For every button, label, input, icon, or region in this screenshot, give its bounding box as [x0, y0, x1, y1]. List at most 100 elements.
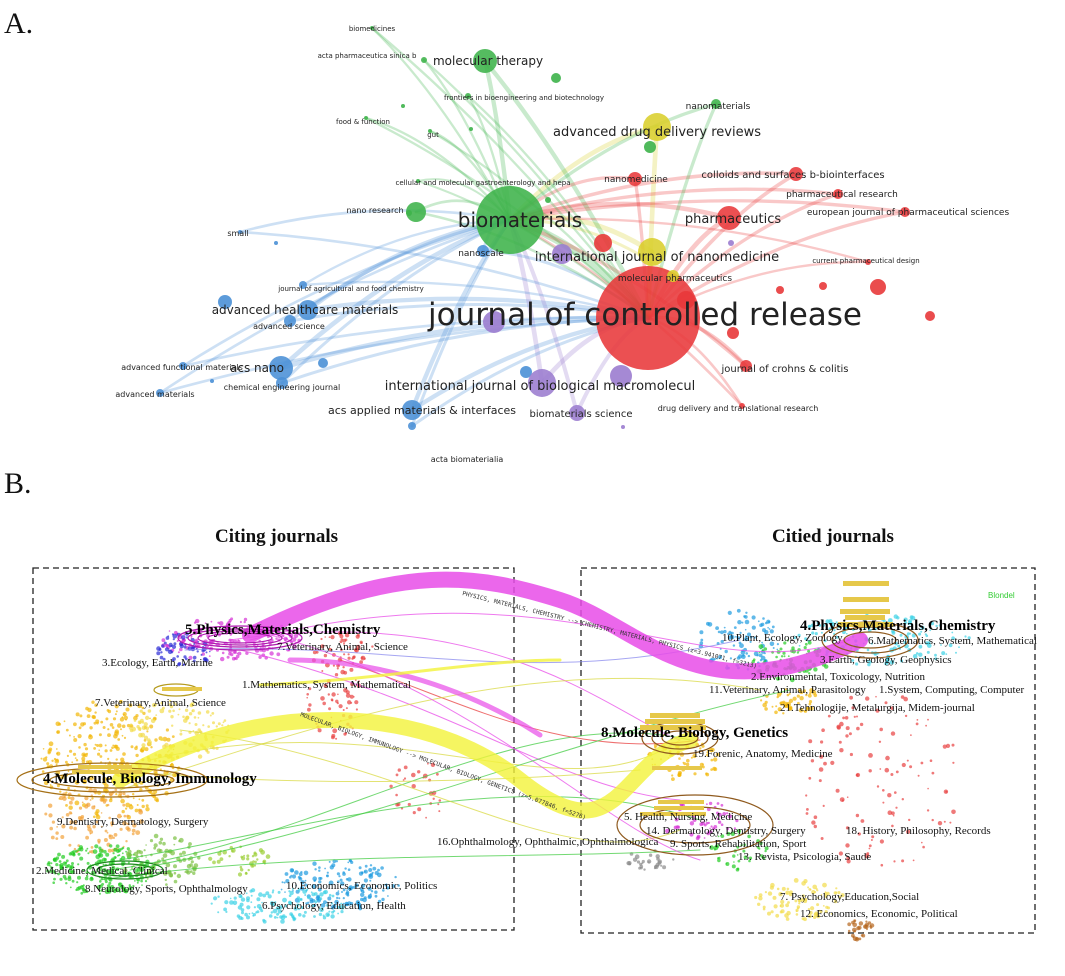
journal-node[interactable] [900, 207, 910, 217]
journal-node[interactable] [284, 315, 296, 327]
scatter-point [751, 615, 756, 620]
scatter-point [121, 852, 124, 855]
flow-line [119, 677, 761, 791]
journal-node[interactable] [276, 377, 288, 389]
journal-node[interactable] [717, 206, 741, 230]
journal-node[interactable] [408, 422, 416, 430]
journal-node[interactable] [370, 26, 374, 30]
journal-node[interactable] [364, 116, 368, 120]
journal-node[interactable] [643, 113, 671, 141]
scatter-point [85, 835, 89, 840]
journal-node[interactable] [739, 403, 745, 409]
scatter-point [308, 905, 310, 908]
scatter-point [92, 825, 96, 829]
panel-a-letter: A. [4, 7, 33, 40]
scatter-point [343, 653, 346, 656]
scatter-point [736, 636, 741, 640]
scatter-point [678, 757, 681, 760]
scatter-point [744, 662, 747, 664]
scatter-point [891, 824, 894, 828]
journal-node[interactable] [628, 172, 642, 186]
journal-node[interactable] [269, 356, 293, 380]
scatter-point [217, 722, 221, 726]
scatter-point [821, 625, 824, 628]
scatter-point [138, 798, 141, 801]
journal-node[interactable] [473, 49, 497, 73]
scatter-point [153, 843, 158, 848]
scatter-point [803, 879, 808, 884]
scatter-point [136, 804, 139, 806]
scatter-point [803, 646, 807, 650]
journal-node[interactable] [299, 281, 307, 289]
scatter-point [231, 656, 236, 661]
journal-node[interactable] [711, 99, 721, 109]
journal-node[interactable] [569, 405, 585, 421]
scatter-point [300, 906, 304, 909]
scatter-point [720, 630, 724, 635]
journal-node[interactable] [667, 270, 679, 282]
scatter-point [140, 879, 143, 883]
right-cluster-21: 21.Tehnologije, Metalurgija, Midem-journ… [780, 702, 975, 714]
scatter-point [948, 643, 953, 648]
journal-node[interactable] [421, 57, 427, 63]
left-cluster-1: 1.Mathematics, System, Mathematical [242, 679, 411, 691]
scatter-point [318, 912, 323, 917]
scatter-point [848, 732, 852, 736]
scatter-point [69, 800, 73, 805]
scatter-point [272, 908, 278, 914]
scatter-point [78, 845, 83, 850]
scatter-point [178, 708, 181, 711]
scatter-point [394, 875, 397, 879]
journal-node[interactable] [156, 389, 164, 397]
journal-node[interactable] [416, 179, 420, 183]
scatter-point [780, 899, 785, 905]
scatter-point [716, 817, 720, 820]
scatter-point [228, 652, 232, 656]
scatter-point [47, 751, 51, 755]
journal-node[interactable] [406, 202, 426, 222]
scatter-point [349, 694, 354, 699]
scatter-point [169, 704, 174, 709]
journal-node[interactable] [833, 189, 843, 199]
journal-node[interactable] [477, 245, 489, 257]
right-cluster-7: 7. Psychology,Education,Social [780, 891, 919, 903]
scatter-point [237, 905, 243, 910]
scatter-point [369, 893, 372, 895]
journal-node[interactable] [596, 266, 700, 370]
scatter-point [725, 862, 730, 866]
scatter-point [815, 887, 818, 890]
scatter-point [890, 731, 896, 736]
scatter-point [78, 726, 82, 730]
scatter-point [141, 746, 146, 751]
journal-node[interactable] [476, 186, 544, 254]
scatter-point [921, 841, 923, 844]
scatter-point [154, 738, 158, 742]
panel-a-nodes [156, 26, 935, 430]
journal-node[interactable] [740, 360, 752, 372]
scatter-point [808, 888, 812, 891]
journal-node[interactable] [638, 238, 666, 266]
journal-node[interactable] [428, 129, 432, 133]
journal-node[interactable] [465, 93, 471, 99]
journal-label: journal of agricultural and food chemist… [277, 285, 423, 293]
journal-node[interactable] [528, 369, 556, 397]
scatter-point [331, 735, 335, 740]
scatter-point [79, 885, 85, 890]
scatter-point [706, 807, 711, 812]
cluster-ring [187, 628, 293, 648]
journal-node[interactable] [865, 259, 871, 265]
scatter-point [165, 636, 170, 640]
scatter-point [332, 728, 338, 734]
journal-node[interactable] [298, 300, 318, 320]
journal-node[interactable] [238, 230, 242, 234]
scatter-point [857, 832, 861, 836]
scatter-point [145, 726, 150, 730]
scatter-point [436, 772, 439, 776]
scatter-point [397, 768, 401, 772]
scatter-point [106, 869, 111, 875]
journal-node[interactable] [179, 362, 187, 370]
scatter-point [879, 839, 885, 844]
journal-node[interactable] [789, 167, 803, 181]
scatter-point [128, 804, 134, 810]
journal-node[interactable] [402, 400, 422, 420]
